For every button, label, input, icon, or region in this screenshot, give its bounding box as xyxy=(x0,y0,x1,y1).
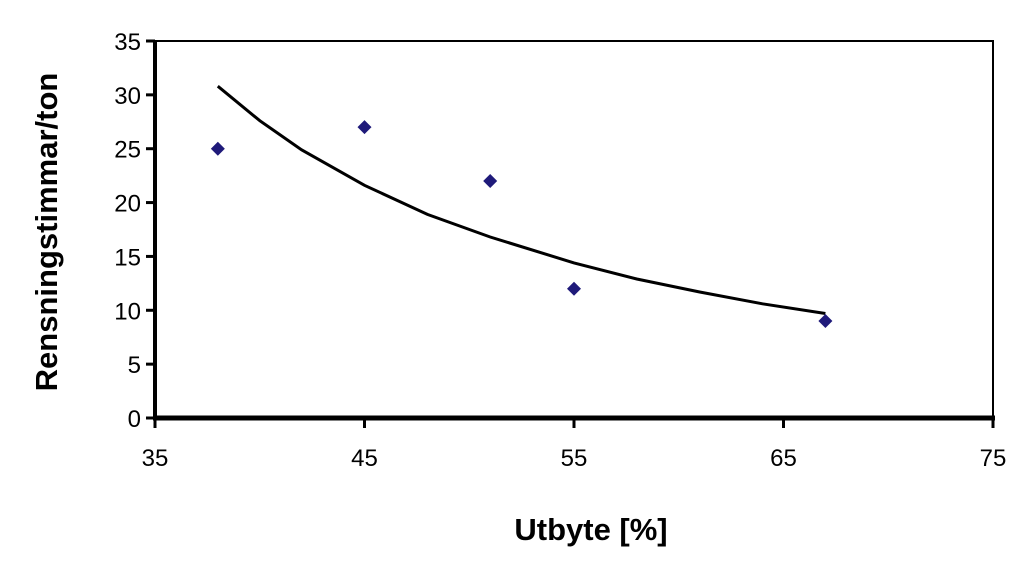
x-tick-label: 75 xyxy=(980,445,1007,472)
y-tick-label: 30 xyxy=(114,83,141,110)
y-tick-label: 15 xyxy=(114,244,141,271)
x-axis-title: Utbyte [%] xyxy=(514,512,667,547)
y-tick-label: 5 xyxy=(128,352,141,379)
plot-border xyxy=(154,40,994,419)
y-tick-label: 20 xyxy=(114,191,141,218)
y-tick-label: 10 xyxy=(114,298,141,325)
y-axis-title: Rensningstimmar/ton xyxy=(29,73,64,392)
data-point-1 xyxy=(210,141,225,156)
data-point-3 xyxy=(483,174,498,189)
x-axis-ticks: 35 45 55 65 75 xyxy=(142,418,1007,472)
trendline xyxy=(216,85,826,315)
x-tick-label: 35 xyxy=(142,445,169,472)
x-tick-label: 65 xyxy=(770,445,797,472)
trendline-group xyxy=(216,85,826,315)
data-point-5 xyxy=(818,314,833,329)
data-points xyxy=(210,120,833,329)
y-tick-label: 35 xyxy=(114,29,141,56)
y-tick-label: 25 xyxy=(114,137,141,164)
x-tick-label: 45 xyxy=(351,445,378,472)
data-point-4 xyxy=(567,281,581,296)
y-axis-ticks: 0 5 10 15 20 25 30 35 xyxy=(114,29,155,433)
x-tick-label: 55 xyxy=(561,445,588,472)
plot-area xyxy=(153,40,995,421)
data-point-2 xyxy=(357,120,372,135)
y-tick-label: 0 xyxy=(128,406,141,433)
